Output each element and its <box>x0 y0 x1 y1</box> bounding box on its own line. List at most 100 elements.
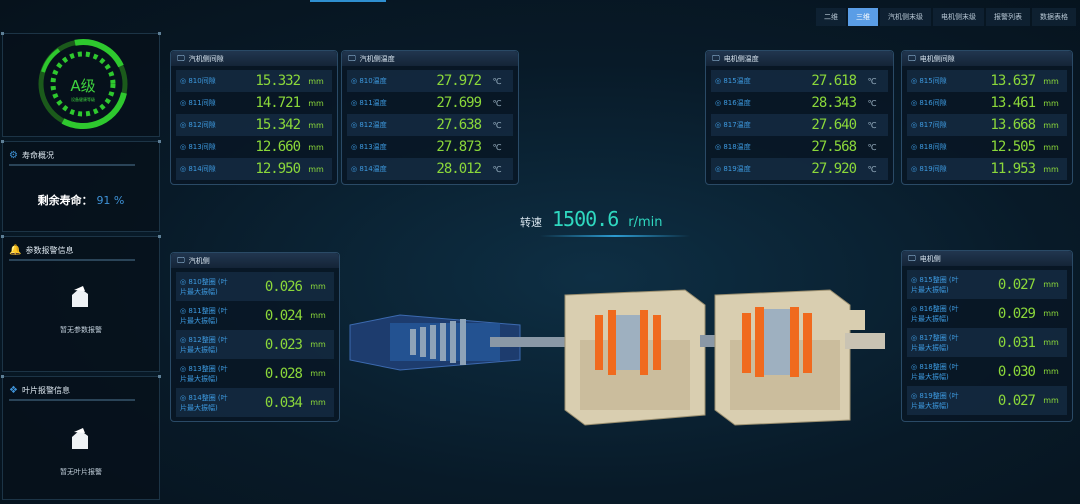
data-row[interactable]: ◎ 812间隙 15.342 mm <box>176 114 332 136</box>
panel-title-text: 汽机侧 <box>188 256 210 265</box>
data-row[interactable]: ◎ 819温度 27.920 ℃ <box>711 158 888 180</box>
tab-data-table[interactable]: 数据表格 <box>1032 8 1076 26</box>
data-row[interactable]: ◎ 819整圈 (叶片最大振幅) 0.027 mm <box>907 386 1067 415</box>
param-alarm-empty: 暂无参数报警 <box>60 326 102 334</box>
tab-3d[interactable]: 三维 <box>848 8 878 26</box>
row-label: ◎ 811间隙 <box>176 98 230 108</box>
panel-title-text: 电机侧间隙 <box>919 54 955 63</box>
gears-icon: ⚙ <box>9 150 18 161</box>
row-label-text: 812间隙 <box>188 121 216 129</box>
row-unit: mm <box>1043 142 1059 152</box>
data-row[interactable]: ◎ 813整圈 (叶片最大振幅) 0.028 mm <box>176 359 334 388</box>
target-icon: ◎ <box>180 77 189 85</box>
row-label-text: 818整圈 (叶片最大振幅) <box>911 362 959 381</box>
row-label: ◎ 815间隙 <box>907 76 965 86</box>
turbine-3d-model[interactable] <box>340 285 900 430</box>
data-row[interactable]: ◎ 817整圈 (叶片最大振幅) 0.031 mm <box>907 328 1067 357</box>
row-value: 0.028 <box>264 365 303 382</box>
data-row[interactable]: ◎ 813间隙 12.660 mm <box>176 136 332 158</box>
data-row[interactable]: ◎ 812温度 27.638 ℃ <box>347 114 513 136</box>
row-label: ◎ 811温度 <box>347 98 411 108</box>
target-icon: ◎ <box>180 277 189 286</box>
row-unit: ℃ <box>492 164 502 174</box>
motor-temp-panel: 🖵 电机侧温度 ◎ 815温度 27.618 ℃ ◎ 816温度 28.343 ℃ ◎ 817温… <box>705 50 894 185</box>
data-row[interactable]: ◎ 811整圈 (叶片最大振幅) 0.024 mm <box>176 301 334 330</box>
tab-2d[interactable]: 二维 <box>816 8 846 26</box>
data-row[interactable]: ◎ 814温度 28.012 ℃ <box>347 158 513 180</box>
row-label: ◎ 810温度 <box>347 76 411 86</box>
row-unit: mm <box>310 398 326 407</box>
row-label: ◎ 812整圈 (叶片最大振幅) <box>176 335 232 355</box>
motor-gap-panel: 🖵 电机侧间隙 ◎ 815间隙 13.637 mm ◎ 816间隙 13.461 mm ◎ 81… <box>901 50 1073 185</box>
row-label: ◎ 819温度 <box>711 164 786 174</box>
row-label: ◎ 817间隙 <box>907 120 965 130</box>
row-value: 27.638 <box>436 117 482 133</box>
row-value: 12.660 <box>255 139 301 155</box>
data-row[interactable]: ◎ 811间隙 14.721 mm <box>176 92 332 114</box>
target-icon: ◎ <box>911 121 920 129</box>
empty-box-icon <box>72 286 88 307</box>
row-label: ◎ 816温度 <box>711 98 786 108</box>
data-row[interactable]: ◎ 810间隙 15.332 mm <box>176 70 332 92</box>
row-label-text: 810整圈 (叶片最大振幅) <box>180 277 228 296</box>
data-row[interactable]: ◎ 814间隙 12.950 mm <box>176 158 332 180</box>
blade-alarm-panel: ❖ 叶片报警信息 暂无叶片报警 <box>1 375 161 500</box>
row-label-text: 815整圈 (叶片最大振幅) <box>911 275 959 294</box>
data-row[interactable]: ◎ 816整圈 (叶片最大振幅) 0.029 mm <box>907 299 1067 328</box>
monitor-icon: 🖵 <box>348 53 356 63</box>
data-row[interactable]: ◎ 815间隙 13.637 mm <box>907 70 1067 92</box>
data-row[interactable]: ◎ 818温度 27.568 ℃ <box>711 136 888 158</box>
data-row[interactable]: ◎ 818间隙 12.505 mm <box>907 136 1067 158</box>
speed-underline <box>540 235 690 237</box>
row-unit: ℃ <box>867 98 877 108</box>
row-label: ◎ 816整圈 (叶片最大振幅) <box>907 304 965 324</box>
row-value: 0.027 <box>997 276 1036 293</box>
tab-motor-last-stage[interactable]: 电机侧末级 <box>933 8 984 26</box>
data-rows: ◎ 815温度 27.618 ℃ ◎ 816温度 28.343 ℃ ◎ 817温度 27.64… <box>706 66 893 184</box>
row-label-text: 816间隙 <box>919 99 947 107</box>
row-label-text: 816整圈 (叶片最大振幅) <box>911 304 959 323</box>
exciter <box>845 333 885 349</box>
row-unit: ℃ <box>492 120 502 130</box>
data-row[interactable]: ◎ 810温度 27.972 ℃ <box>347 70 513 92</box>
row-label-text: 811整圈 (叶片最大振幅) <box>180 306 228 325</box>
data-row[interactable]: ◎ 814整圈 (叶片最大振幅) 0.034 mm <box>176 388 334 417</box>
data-row[interactable]: ◎ 817温度 27.640 ℃ <box>711 114 888 136</box>
data-row[interactable]: ◎ 816温度 28.343 ℃ <box>711 92 888 114</box>
data-row[interactable]: ◎ 813温度 27.873 ℃ <box>347 136 513 158</box>
data-row[interactable]: ◎ 810整圈 (叶片最大振幅) 0.026 mm <box>176 272 334 301</box>
tab-alarm-list[interactable]: 报警列表 <box>986 8 1030 26</box>
row-label: ◎ 819间隙 <box>907 164 965 174</box>
empty-box-icon <box>72 428 88 449</box>
data-row[interactable]: ◎ 817间隙 13.668 mm <box>907 114 1067 136</box>
target-icon: ◎ <box>911 99 920 107</box>
panel-title: 🖵 电机侧 <box>902 251 1072 266</box>
row-value: 0.026 <box>264 278 303 295</box>
data-row[interactable]: ◎ 811温度 27.699 ℃ <box>347 92 513 114</box>
target-icon: ◎ <box>911 333 920 342</box>
row-label-text: 814温度 <box>359 165 387 173</box>
row-label: ◎ 812间隙 <box>176 120 230 130</box>
data-row[interactable]: ◎ 815整圈 (叶片最大振幅) 0.027 mm <box>907 270 1067 299</box>
grade-label: A级 <box>70 77 95 95</box>
row-label-text: 816温度 <box>723 99 751 107</box>
data-row[interactable]: ◎ 816间隙 13.461 mm <box>907 92 1067 114</box>
row-value: 27.920 <box>811 161 857 177</box>
row-unit: ℃ <box>867 76 877 86</box>
target-icon: ◎ <box>715 165 724 173</box>
row-label: ◎ 818间隙 <box>907 142 965 152</box>
data-rows: ◎ 815整圈 (叶片最大振幅) 0.027 mm ◎ 816整圈 (叶片最大振幅) 0… <box>902 266 1072 419</box>
data-row[interactable]: ◎ 819间隙 11.953 mm <box>907 158 1067 180</box>
row-value: 12.505 <box>990 139 1036 155</box>
tab-turbine-last-stage[interactable]: 汽机侧末级 <box>880 8 931 26</box>
turbine-amplitude-panel: 🖵 汽机侧 ◎ 810整圈 (叶片最大振幅) 0.026 mm ◎ 811整圈 (叶片最大… <box>170 252 340 422</box>
data-row[interactable]: ◎ 815温度 27.618 ℃ <box>711 70 888 92</box>
row-unit: mm <box>1043 309 1059 318</box>
health-gauge: A级 设备健康等级 <box>38 39 128 130</box>
panel-title: 🖵 汽机侧温度 <box>342 51 518 66</box>
speed-label: 转速 <box>520 216 542 229</box>
health-grade-panel: A级 设备健康等级 <box>1 32 161 137</box>
row-label-text: 813温度 <box>359 143 387 151</box>
data-row[interactable]: ◎ 818整圈 (叶片最大振幅) 0.030 mm <box>907 357 1067 386</box>
data-row[interactable]: ◎ 812整圈 (叶片最大振幅) 0.023 mm <box>176 330 334 359</box>
